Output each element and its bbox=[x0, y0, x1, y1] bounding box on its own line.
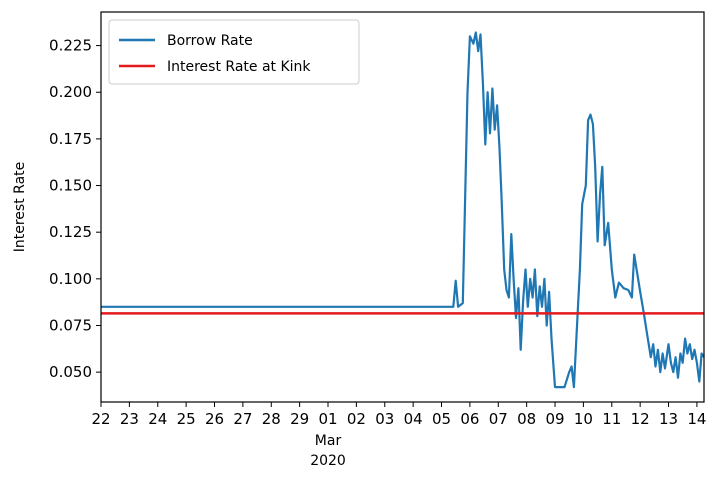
x-tick-label: 02 bbox=[347, 410, 366, 428]
y-axis: 0.050 0.075 0.100 0.125 0.150 0.175 0.200 0.225 bbox=[49, 37, 101, 381]
legend: Borrow Rate Interest Rate at Kink bbox=[108, 19, 360, 85]
x-tick-label: 03 bbox=[375, 410, 394, 428]
legend-label-interest-rate-at-kink: Interest Rate at Kink bbox=[167, 59, 311, 75]
x-tick-label: 05 bbox=[432, 410, 451, 428]
x-tick-label: 04 bbox=[404, 410, 423, 428]
x-tick-label: 06 bbox=[460, 410, 479, 428]
x-tick-label: 24 bbox=[148, 410, 167, 428]
x-tick-label: 08 bbox=[517, 410, 536, 428]
y-tick-label: 0.150 bbox=[49, 177, 92, 195]
x-tick-label: 09 bbox=[545, 410, 564, 428]
y-tick-label: 0.200 bbox=[49, 83, 92, 101]
y-tick-label: 0.100 bbox=[49, 270, 92, 288]
x-tick-label: 26 bbox=[205, 410, 224, 428]
x-tick-label: 07 bbox=[489, 410, 508, 428]
x-tick-label: 11 bbox=[602, 410, 621, 428]
y-tick-label: 0.050 bbox=[49, 363, 92, 381]
series-layer bbox=[101, 31, 705, 389]
x-tick-label: 23 bbox=[120, 410, 139, 428]
x-secondary-label-month: Mar bbox=[315, 433, 342, 449]
legend-box bbox=[108, 19, 360, 85]
x-tick-label: 14 bbox=[687, 410, 706, 428]
series-line-borrow-rate bbox=[101, 31, 705, 389]
y-axis-label: Interest Rate bbox=[12, 162, 28, 253]
x-tick-label: 01 bbox=[318, 410, 337, 428]
x-tick-label: 25 bbox=[177, 410, 196, 428]
y-tick-label: 0.225 bbox=[49, 37, 92, 55]
x-tick-label: 13 bbox=[659, 410, 678, 428]
y-tick-label: 0.125 bbox=[49, 223, 92, 241]
x-axis: 22 23 24 25 26 27 28 29 01 02 03 04 05 06 07 08 09 10 11 12… bbox=[91, 402, 706, 428]
x-tick-label: 10 bbox=[574, 410, 593, 428]
x-tick-label: 29 bbox=[290, 410, 309, 428]
legend-label-borrow-rate: Borrow Rate bbox=[167, 33, 253, 49]
plot-frame bbox=[100, 11, 705, 403]
y-tick-label: 0.175 bbox=[49, 130, 92, 148]
x-secondary-label-year: 2020 bbox=[310, 453, 346, 469]
x-tick-label: 22 bbox=[91, 410, 110, 428]
x-tick-label: 27 bbox=[233, 410, 252, 428]
x-tick-label: 12 bbox=[631, 410, 650, 428]
x-tick-label: 28 bbox=[262, 410, 281, 428]
y-tick-label: 0.075 bbox=[49, 316, 92, 334]
